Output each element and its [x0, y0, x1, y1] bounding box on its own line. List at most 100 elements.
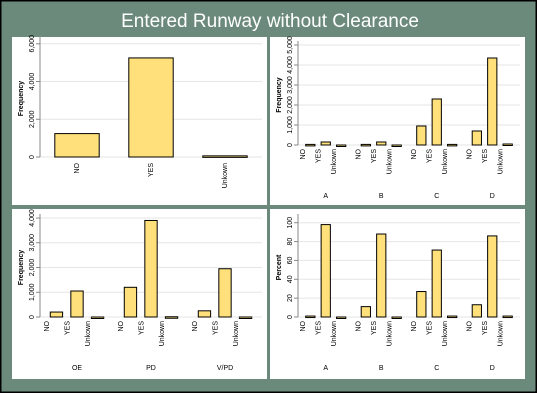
panel — [270, 209, 525, 379]
bar — [54, 133, 100, 158]
bar — [502, 315, 513, 319]
x-tick-label: YES — [482, 149, 489, 163]
x-tick-label: YES — [427, 149, 434, 163]
x-tick-label: YES — [316, 149, 323, 163]
group-label: OE — [72, 365, 82, 372]
bar — [502, 143, 513, 146]
y-tick-label: 3,000 — [287, 76, 294, 94]
y-axis-label: Frequency — [18, 81, 25, 117]
x-tick-label: YES — [482, 321, 489, 335]
group-label: B — [379, 365, 384, 372]
y-tick-label: 0 — [287, 315, 294, 319]
x-tick-label: NO — [300, 320, 307, 331]
group-label: D — [490, 193, 495, 200]
y-tick-label: 2,000 — [29, 259, 36, 277]
x-tick-label: YES — [316, 321, 323, 335]
x-tick-label: Unkown — [498, 149, 505, 174]
bar — [218, 268, 232, 318]
bar — [123, 286, 138, 318]
bar — [360, 143, 371, 147]
x-tick-label: NO — [411, 320, 418, 331]
x-tick-label: NO — [356, 148, 363, 159]
y-tick-label: 2,000 — [287, 96, 294, 114]
group-label: A — [323, 365, 328, 372]
bar — [305, 143, 316, 147]
y-tick-label: 100 — [287, 217, 294, 229]
x-tick-label: Unkown — [387, 149, 394, 174]
bar — [336, 316, 347, 319]
x-tick-label: Unkown — [498, 321, 505, 346]
y-tick-label: 4,000 — [29, 209, 36, 227]
bar — [431, 249, 442, 318]
y-tick-label: 0 — [29, 315, 36, 319]
y-tick-label: 3,000 — [29, 234, 36, 252]
bar — [416, 125, 427, 146]
x-tick-label: NO — [192, 320, 199, 331]
x-tick-label: Unkown — [159, 321, 166, 346]
bar — [320, 141, 331, 146]
x-tick-label: YES — [371, 321, 378, 335]
y-tick-label: 1,000 — [29, 283, 36, 301]
x-tick-label: NO — [467, 148, 474, 159]
bar — [90, 316, 105, 319]
bar — [202, 155, 248, 158]
bar — [431, 98, 442, 146]
group-label: V/PD — [217, 365, 233, 372]
x-tick-label: NO — [411, 148, 418, 159]
y-tick-label: 0 — [287, 143, 294, 147]
y-tick-label: 80 — [287, 238, 294, 246]
x-tick-label: Unkown — [233, 321, 240, 346]
x-tick-label: Unkown — [442, 321, 449, 346]
y-tick-label: 1,000 — [287, 116, 294, 134]
y-tick-label: 4,000 — [29, 73, 36, 91]
x-tick-label: Unkown — [222, 163, 229, 188]
group-label: B — [379, 193, 384, 200]
bar — [487, 57, 498, 146]
x-tick-label: YES — [65, 321, 72, 335]
x-tick-label: NO — [356, 320, 363, 331]
group-label: D — [490, 365, 495, 372]
bar — [416, 291, 427, 318]
y-tick-label: 20 — [287, 294, 294, 302]
bar — [320, 224, 331, 318]
bar — [391, 316, 402, 319]
x-tick-label: YES — [148, 163, 155, 177]
bar — [376, 141, 387, 146]
bar — [471, 304, 482, 318]
bar — [70, 290, 84, 318]
panel — [270, 37, 525, 205]
bar — [376, 233, 387, 318]
y-axis-label: Percent — [276, 254, 283, 280]
x-tick-label: YES — [213, 321, 220, 335]
y-tick-label: 0 — [29, 155, 36, 159]
bar — [487, 235, 498, 318]
group-label: C — [434, 365, 439, 372]
bar — [391, 144, 402, 147]
bar — [447, 315, 458, 319]
bar — [471, 130, 482, 146]
x-tick-label: YES — [371, 149, 378, 163]
y-tick-label: 60 — [287, 256, 294, 264]
group-label: C — [434, 193, 439, 200]
bar — [238, 316, 253, 319]
x-tick-label: YES — [427, 321, 434, 335]
x-tick-label: Unkown — [331, 149, 338, 174]
bar — [144, 219, 158, 318]
y-axis-label: Frequency — [276, 77, 283, 113]
y-tick-label: 6,000 — [29, 35, 36, 53]
x-tick-label: NO — [300, 148, 307, 159]
y-tick-label: 4,000 — [287, 56, 294, 74]
x-tick-label: Unkown — [442, 149, 449, 174]
x-tick-label: NO — [44, 320, 51, 331]
x-tick-label: YES — [139, 321, 146, 335]
group-label: A — [323, 193, 328, 200]
x-tick-label: NO — [118, 320, 125, 331]
bar — [447, 143, 458, 147]
y-tick-label: 5,000 — [287, 36, 294, 54]
x-tick-label: Unkown — [331, 321, 338, 346]
bar — [360, 306, 371, 318]
bar — [164, 316, 179, 319]
y-axis-label: Frequency — [18, 250, 25, 286]
